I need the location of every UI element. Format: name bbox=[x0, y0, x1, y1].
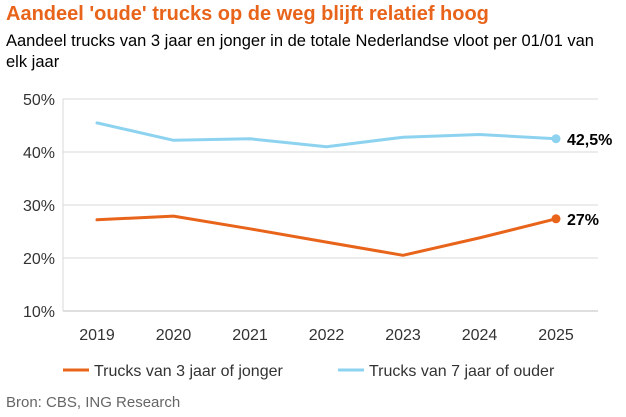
series-line bbox=[95, 214, 558, 257]
y-tick-label: 20% bbox=[23, 251, 55, 268]
x-tick-label: 2019 bbox=[79, 327, 115, 344]
series-line bbox=[95, 121, 558, 149]
series-end-label: 27% bbox=[567, 212, 599, 229]
x-tick-label: 2021 bbox=[232, 327, 268, 344]
x-tick-label: 2024 bbox=[462, 327, 498, 344]
y-tick-label: 40% bbox=[23, 145, 55, 162]
source-note: Bron: CBS, ING Research bbox=[6, 394, 181, 411]
series-end-marker bbox=[551, 214, 561, 224]
legend-label: Trucks van 7 jaar of ouder bbox=[369, 363, 555, 380]
series-end-label: 42,5% bbox=[567, 132, 612, 149]
y-axis-ticks: 10% 20% 30% 40% 50% bbox=[23, 92, 55, 321]
grid-lines bbox=[62, 98, 598, 312]
chart-title: Aandeel 'oude' trucks op de weg blijft r… bbox=[6, 3, 489, 25]
x-tick-label: 2025 bbox=[538, 327, 574, 344]
x-tick-label: 2022 bbox=[309, 327, 345, 344]
y-tick-label: 10% bbox=[23, 304, 55, 321]
series-lines: 27% 42,5% bbox=[95, 121, 612, 257]
x-tick-label: 2020 bbox=[156, 327, 192, 344]
y-tick-label: 30% bbox=[23, 198, 55, 215]
chart-subtitle: Aandeel trucks van 3 jaar en jonger in d… bbox=[6, 32, 594, 71]
y-tick-label: 50% bbox=[23, 92, 55, 109]
x-axis-ticks: 2019 2020 2021 2022 2023 2024 2025 bbox=[79, 327, 574, 344]
x-tick-label: 2023 bbox=[385, 327, 421, 344]
series-end-marker bbox=[551, 134, 561, 144]
legend: Trucks van 3 jaar of jonger Trucks van 7 … bbox=[63, 363, 555, 380]
legend-label: Trucks van 3 jaar of jonger bbox=[94, 363, 284, 380]
